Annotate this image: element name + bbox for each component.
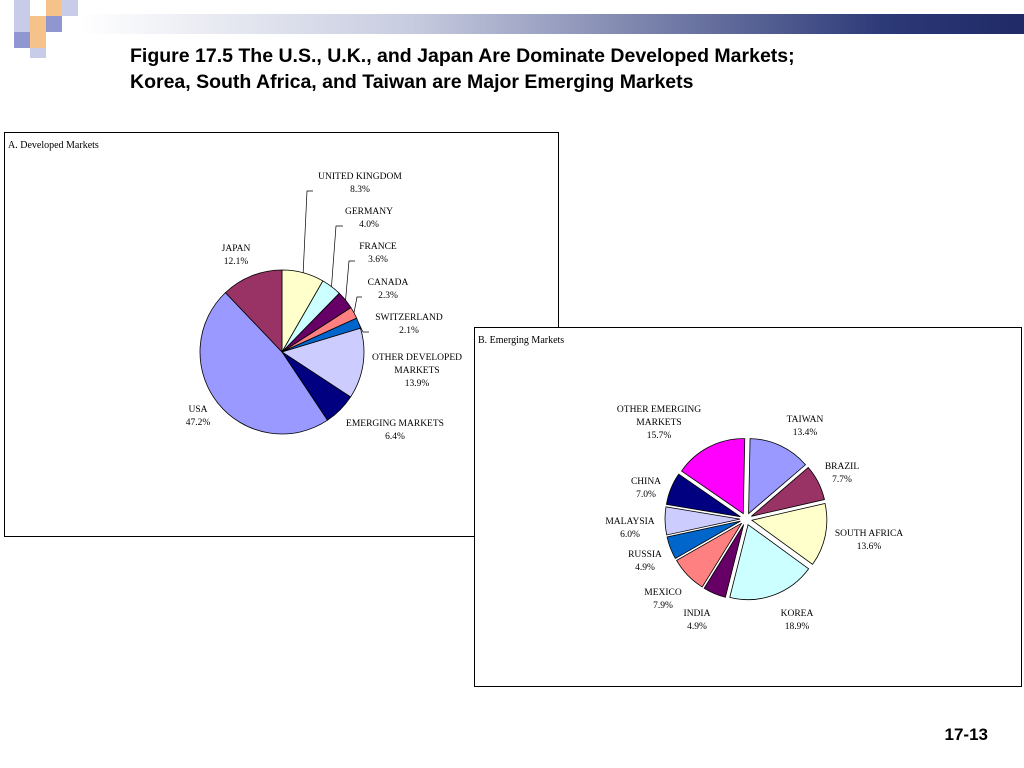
pie-name-other-developed-markets: MARKETS — [394, 366, 439, 376]
pie-label-switzerland: SWITZERLAND 2.1% — [358, 313, 443, 336]
pie-slice-korea — [729, 523, 810, 601]
pie-slice-china — [665, 473, 741, 518]
pie-label-emerging-markets: EMERGING MARKETS 6.4% — [346, 419, 444, 442]
pie-label-other-emerging-markets: OTHER EMERGING MARKETS 15.7% — [617, 405, 701, 441]
developed-markets-chart-title: A. Developed Markets — [8, 140, 99, 151]
pie-label-germany: GERMANY 4.0% — [331, 207, 393, 287]
pie-name-germany: GERMANY — [345, 207, 393, 217]
pie-label-canada: CANADA 2.3% — [353, 278, 409, 313]
pie-name-france: FRANCE — [359, 242, 397, 252]
pie-label-united-kingdom: UNITED KINGDOM 8.3% — [302, 172, 402, 273]
pie-slice-india — [703, 524, 745, 598]
developed-markets-chart-panel: A. Developed Markets UNITED KINGDOM 8.3% G… — [4, 132, 559, 537]
pie-name-usa: USA — [188, 405, 207, 415]
pie-label-other-developed-markets: OTHER DEVELOPED MARKETS 13.9% — [372, 353, 462, 389]
leader-line-france — [345, 260, 355, 301]
pie-slice-south-africa — [750, 502, 828, 565]
pie-name-other-emerging-markets: MARKETS — [636, 418, 681, 428]
pie-value-malaysia: 6.0% — [620, 530, 640, 540]
emerging-markets-chart-title: B. Emerging Markets — [478, 335, 565, 346]
pie-value-canada: 2.3% — [378, 291, 398, 301]
deco-square — [62, 0, 78, 16]
deco-square — [14, 32, 30, 48]
deco-square — [14, 0, 30, 16]
deco-square — [30, 16, 46, 32]
pie-name-canada: CANADA — [368, 278, 409, 288]
pie-label-korea: KOREA 18.9% — [781, 609, 814, 632]
pie-slice-other-emerging-markets — [680, 438, 746, 515]
leader-line-united-kingdom — [302, 190, 313, 273]
pie-label-japan: JAPAN 12.1% — [222, 244, 251, 267]
pie-name-russia: RUSSIA — [628, 550, 662, 560]
pie-label-malaysia: MALAYSIA 6.0% — [605, 517, 654, 540]
pie-label-taiwan: TAIWAN 13.4% — [787, 415, 824, 438]
pie-slice-russia — [666, 520, 741, 559]
pie-name-malaysia: MALAYSIA — [605, 517, 654, 527]
pie-name-switzerland: SWITZERLAND — [375, 313, 443, 323]
pie-name-japan: JAPAN — [222, 244, 251, 254]
leader-line-switzerland — [358, 322, 369, 333]
pie-value-mexico: 7.9% — [653, 601, 673, 611]
pie-slice-usa — [199, 292, 329, 435]
pie-label-russia: RUSSIA 4.9% — [628, 550, 662, 573]
pie-label-india: INDIA 4.9% — [684, 609, 711, 632]
pie-name-taiwan: TAIWAN — [787, 415, 824, 425]
pie-value-russia: 4.9% — [635, 563, 655, 573]
slide-title-line-2: Korea, South Africa, and Taiwan are Majo… — [130, 71, 694, 93]
slide-title: Figure 17.5 The U.S., U.K., and Japan Ar… — [130, 43, 1010, 95]
pie-value-south-africa: 13.6% — [857, 542, 882, 552]
leader-line-canada — [353, 296, 362, 313]
deco-square — [46, 0, 62, 16]
emerging-markets-pie-chart: TAIWAN 13.4% BRAZIL 7.7% SOUTH AFRICA 13.6% KO… — [605, 405, 903, 632]
pie-slice-mexico — [676, 522, 743, 588]
pie-label-usa: USA 47.2% — [186, 405, 211, 428]
pie-slice-taiwan — [748, 438, 807, 515]
pie-name-emerging-markets: EMERGING MARKETS — [346, 419, 444, 429]
pie-name-mexico: MEXICO — [644, 588, 682, 598]
pie-value-usa: 47.2% — [186, 418, 211, 428]
pie-name-brazil: BRAZIL — [825, 462, 860, 472]
pie-value-other-emerging-markets: 15.7% — [647, 431, 672, 441]
pie-value-emerging-markets: 6.4% — [385, 432, 405, 442]
pie-value-germany: 4.0% — [359, 220, 379, 230]
emerging-markets-chart-panel: B. Emerging Markets TAIWAN 13.4% BRAZIL 7.7… — [474, 327, 1022, 687]
slide-title-line-1: Figure 17.5 The U.S., U.K., and Japan Ar… — [130, 45, 795, 67]
decorative-squares — [0, 0, 80, 60]
pie-value-india: 4.9% — [687, 622, 707, 632]
deco-square — [30, 32, 46, 48]
pie-name-other-emerging-markets: OTHER EMERGING — [617, 405, 701, 415]
pie-name-other-developed-markets: OTHER DEVELOPED — [372, 353, 462, 363]
pie-label-mexico: MEXICO 7.9% — [644, 588, 682, 611]
pie-value-united-kingdom: 8.3% — [350, 185, 370, 195]
pie-slice-malaysia — [664, 506, 741, 536]
pie-name-south-africa: SOUTH AFRICA — [835, 529, 903, 539]
leader-line-germany — [331, 225, 343, 287]
pie-slice-japan — [224, 269, 283, 353]
deco-square — [46, 16, 62, 32]
pie-label-brazil: BRAZIL 7.7% — [825, 462, 860, 485]
pie-value-china: 7.0% — [636, 490, 656, 500]
page-number: 17-13 — [944, 725, 988, 744]
pie-value-brazil: 7.7% — [832, 475, 852, 485]
pie-name-korea: KOREA — [781, 609, 814, 619]
developed-markets-pie-chart: UNITED KINGDOM 8.3% GERMANY 4.0% FRANCE 3.6% C… — [186, 172, 462, 442]
pie-value-japan: 12.1% — [224, 257, 249, 267]
deco-square — [14, 16, 30, 32]
pie-name-united-kingdom: UNITED KINGDOM — [318, 172, 402, 182]
pie-slice-brazil — [751, 466, 825, 517]
pie-label-south-africa: SOUTH AFRICA 13.6% — [835, 529, 903, 552]
deco-square — [30, 48, 46, 58]
pie-label-china: CHINA 7.0% — [631, 477, 661, 500]
pie-value-korea: 18.9% — [785, 622, 810, 632]
pie-name-china: CHINA — [631, 477, 661, 487]
pie-value-taiwan: 13.4% — [793, 428, 818, 438]
pie-slice-other-developed-markets — [281, 327, 365, 398]
pie-value-switzerland: 2.1% — [399, 326, 419, 336]
pie-value-france: 3.6% — [368, 255, 388, 265]
header-bar — [80, 14, 1024, 34]
pie-label-france: FRANCE 3.6% — [345, 242, 397, 301]
pie-value-other-developed-markets: 13.9% — [405, 379, 430, 389]
pie-name-india: INDIA — [684, 609, 711, 619]
